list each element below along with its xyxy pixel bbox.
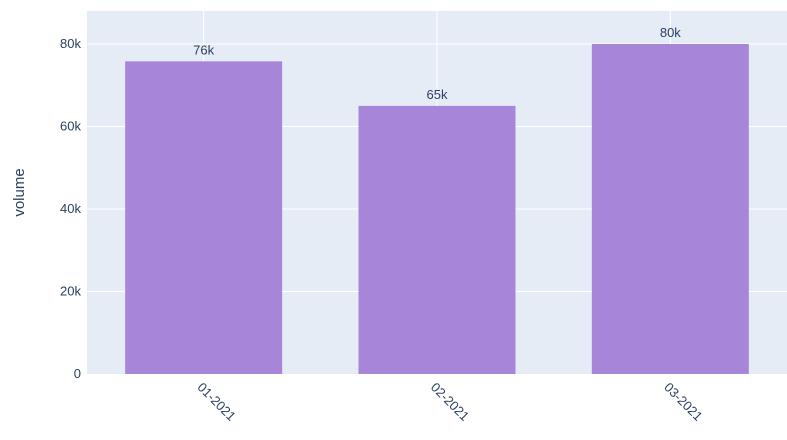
y-tick-label: 80k <box>60 36 81 51</box>
bar-03-2021[interactable] <box>591 44 749 374</box>
x-tick-label: 03-2021 <box>661 380 705 424</box>
x-tick-label: 01-2021 <box>195 380 239 424</box>
x-tick-label: 02-2021 <box>428 380 472 424</box>
data-labels: 76k 65k 80k <box>193 25 681 102</box>
y-axis-ticks: 0 20k 40k 60k 80k <box>60 36 81 381</box>
bar-value-label: 80k <box>660 25 681 40</box>
y-tick-label: 40k <box>60 201 81 216</box>
bar-02-2021[interactable] <box>358 105 516 374</box>
y-axis-title: volume <box>11 168 28 216</box>
y-tick-label: 60k <box>60 119 81 134</box>
y-tick-label: 0 <box>74 366 81 381</box>
bar-01-2021[interactable] <box>125 61 283 374</box>
bars <box>125 44 749 374</box>
bar-value-label: 76k <box>193 42 214 57</box>
y-tick-label: 20k <box>60 284 81 299</box>
x-axis-ticks: 01-2021 02-2021 03-2021 <box>195 380 706 424</box>
bar-value-label: 65k <box>427 87 448 102</box>
